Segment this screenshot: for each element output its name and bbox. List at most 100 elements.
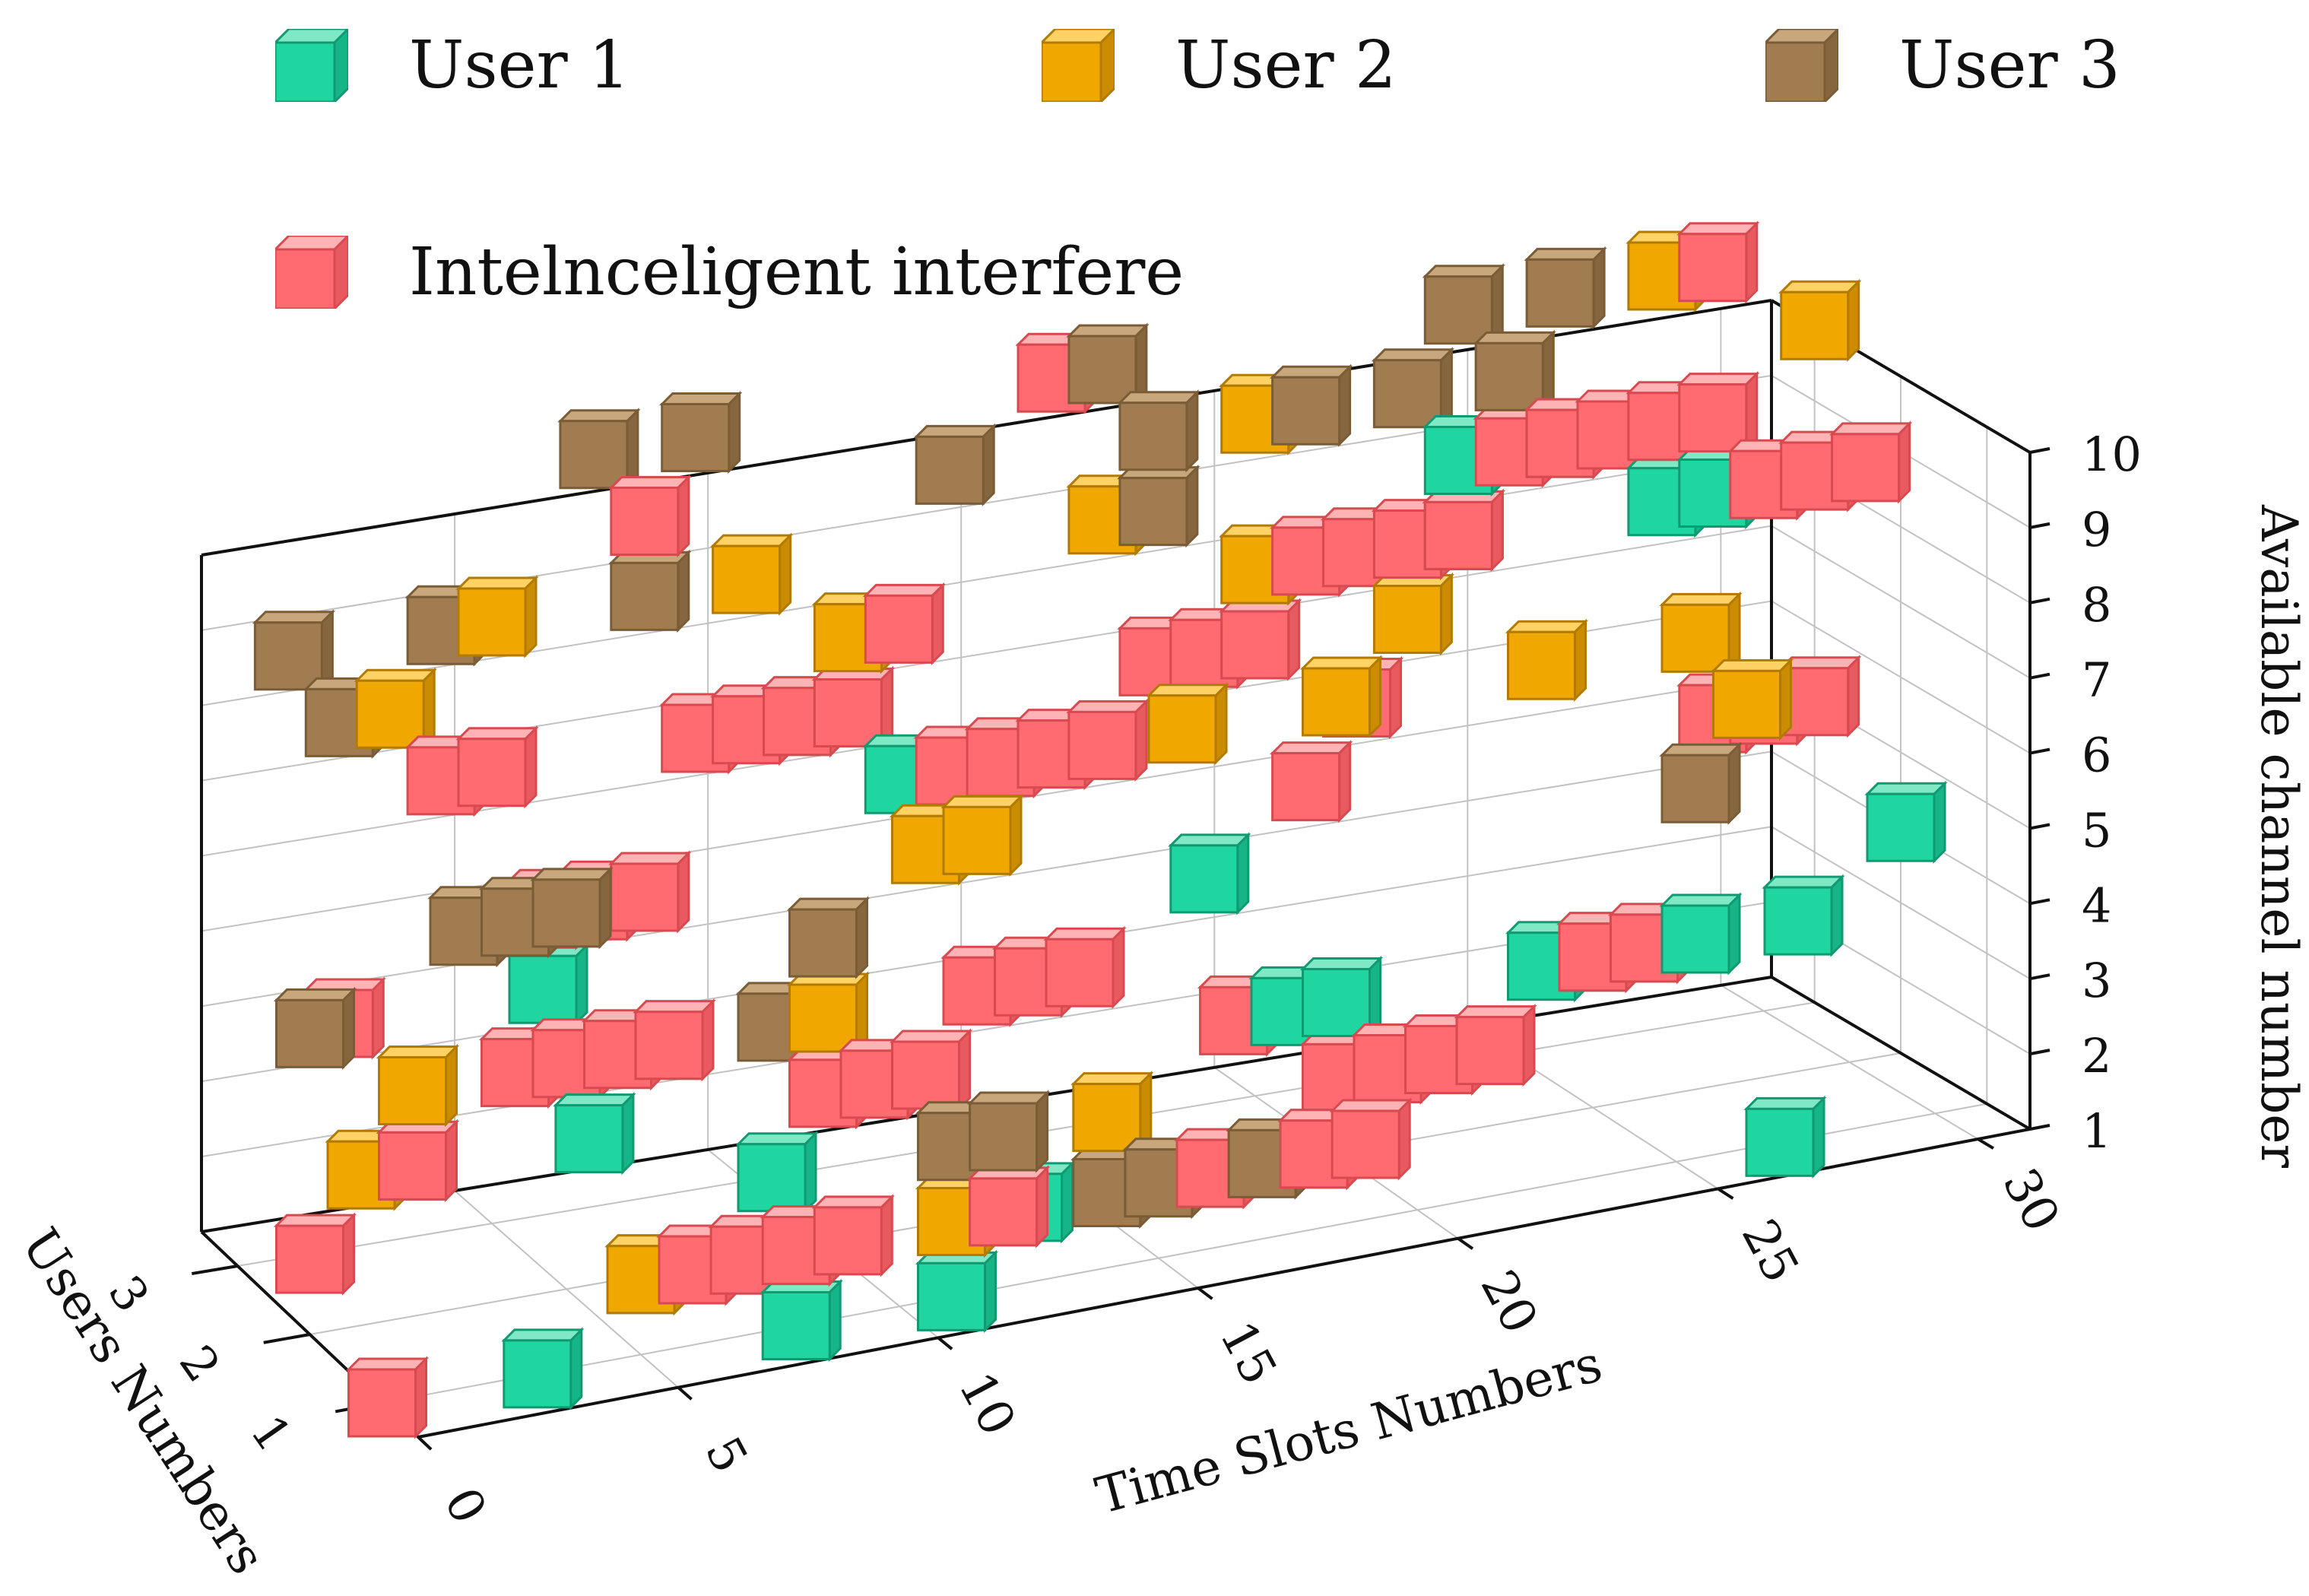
cube-user1 bbox=[760, 1278, 843, 1363]
cube-side-face bbox=[1214, 682, 1228, 766]
cube-side-face bbox=[1522, 1003, 1536, 1087]
z-tick-label: 8 bbox=[2082, 577, 2111, 633]
legend-label-user3: User 3 bbox=[1899, 27, 2120, 103]
cube-front-face bbox=[1780, 290, 1850, 360]
cube-front-face bbox=[610, 561, 680, 631]
cube-user3 bbox=[913, 423, 997, 507]
cube-side-face bbox=[371, 976, 385, 1060]
cube-user3 bbox=[966, 1090, 1051, 1173]
x-tick-mark bbox=[1717, 1187, 1734, 1200]
cube-side-face bbox=[1185, 464, 1199, 548]
cube-user2 bbox=[1659, 591, 1743, 675]
cube-side-face bbox=[677, 474, 690, 558]
cube-user1 bbox=[1762, 874, 1845, 957]
cube-top-face bbox=[376, 1045, 460, 1058]
z-tick-mark bbox=[2029, 823, 2051, 830]
cube-side-face bbox=[1389, 655, 1402, 740]
cube-front-face bbox=[1271, 752, 1341, 822]
cube-front-face bbox=[661, 403, 731, 472]
cube-interferer bbox=[966, 1165, 1051, 1249]
cube-interferer bbox=[1219, 598, 1302, 681]
cube-user3 bbox=[1524, 246, 1607, 330]
cube-top-face bbox=[1043, 927, 1127, 941]
cube-user1 bbox=[915, 1249, 999, 1334]
legend-item-user2: User 2 bbox=[1042, 27, 1397, 103]
cube-front-face bbox=[969, 1177, 1039, 1247]
cube-side-face bbox=[1236, 832, 1250, 915]
cube-side-face bbox=[621, 1091, 635, 1176]
z-tick-mark bbox=[2029, 447, 2051, 454]
cube-top-face bbox=[1329, 1099, 1413, 1112]
cube-user3 bbox=[608, 549, 692, 633]
cube-front-face bbox=[1866, 792, 1936, 862]
cube-user3 bbox=[557, 408, 641, 491]
cube-side-face bbox=[880, 1194, 893, 1277]
cube-front-face bbox=[1067, 710, 1137, 780]
cube-side-face bbox=[445, 1043, 458, 1128]
cube-top-face bbox=[811, 1195, 895, 1209]
cube-interferer bbox=[455, 725, 539, 809]
cube-front-face bbox=[1712, 669, 1781, 739]
cube-interferer bbox=[1422, 488, 1505, 573]
cube-front-face bbox=[610, 862, 680, 932]
cube-side-face bbox=[804, 1131, 817, 1214]
cube-front-face bbox=[1302, 667, 1371, 737]
cube-user2 bbox=[709, 532, 794, 616]
cube-user2 bbox=[1070, 1070, 1154, 1154]
cube-front-face bbox=[1147, 694, 1217, 764]
cube-side-face bbox=[1439, 572, 1453, 656]
z-tick-label: 10 bbox=[2082, 427, 2142, 482]
cube-front-face bbox=[1678, 383, 1748, 453]
cube-interferer bbox=[811, 1194, 895, 1277]
z-tick-mark bbox=[2029, 747, 2051, 755]
cube-top-face bbox=[889, 1030, 973, 1043]
cube-front-face bbox=[1220, 610, 1290, 680]
cube-side-face bbox=[1847, 655, 1860, 738]
cube-front-face bbox=[1455, 1016, 1525, 1086]
cube-top-face bbox=[1505, 620, 1589, 633]
cube-side-face bbox=[677, 549, 690, 633]
z-tick-mark bbox=[2029, 522, 2051, 529]
cube-interferer bbox=[1676, 221, 1760, 304]
cube-user3 bbox=[530, 866, 614, 950]
legend-label-interferer: Intelnceligent interfere bbox=[409, 234, 1185, 310]
cube-user3 bbox=[1066, 322, 1150, 406]
cube-top-face bbox=[633, 1000, 716, 1014]
cube-side-face bbox=[1847, 278, 1860, 362]
cube-top-face bbox=[1066, 700, 1150, 713]
cube-front-face bbox=[457, 587, 527, 657]
cube-top-face bbox=[501, 1328, 585, 1342]
x-tick-mark bbox=[417, 1436, 433, 1451]
cube-user1 bbox=[1299, 955, 1384, 1039]
cube-front-face bbox=[891, 1040, 960, 1110]
cube-side-face bbox=[855, 896, 868, 979]
legend-swatch-user2-icon bbox=[1042, 29, 1115, 102]
cube-front-face bbox=[1124, 1148, 1194, 1218]
cube-user2 bbox=[1371, 572, 1455, 656]
y-tick-mark bbox=[263, 1333, 310, 1344]
cube-top-face bbox=[1659, 893, 1743, 907]
cube-top-face bbox=[940, 795, 1024, 808]
cube-front-face bbox=[1279, 1119, 1349, 1189]
cube-front-face bbox=[1118, 477, 1188, 547]
cube-interferer bbox=[862, 582, 946, 666]
cube-side-face bbox=[1779, 657, 1792, 741]
cube-front-face bbox=[1678, 233, 1748, 303]
cube-user3 bbox=[1269, 363, 1353, 447]
x-tick-mark bbox=[1457, 1237, 1474, 1250]
cube-side-face bbox=[414, 1356, 427, 1439]
cube-front-face bbox=[1831, 433, 1901, 503]
cube-interferer bbox=[1329, 1097, 1413, 1181]
cube-side-face bbox=[982, 423, 995, 507]
cube-front-face bbox=[1118, 401, 1188, 471]
cube-side-face bbox=[575, 942, 588, 1026]
cube-interferer bbox=[608, 474, 692, 558]
cube-front-face bbox=[737, 1143, 807, 1213]
legend-label-user1: User 1 bbox=[409, 27, 630, 103]
cube-top-face bbox=[735, 1132, 819, 1146]
cube-side-face bbox=[1830, 874, 1844, 957]
cube-side-face bbox=[1397, 1097, 1411, 1181]
cube-user2 bbox=[940, 793, 1024, 877]
cube-user3 bbox=[1117, 389, 1200, 473]
cube-side-face bbox=[1812, 1095, 1825, 1179]
